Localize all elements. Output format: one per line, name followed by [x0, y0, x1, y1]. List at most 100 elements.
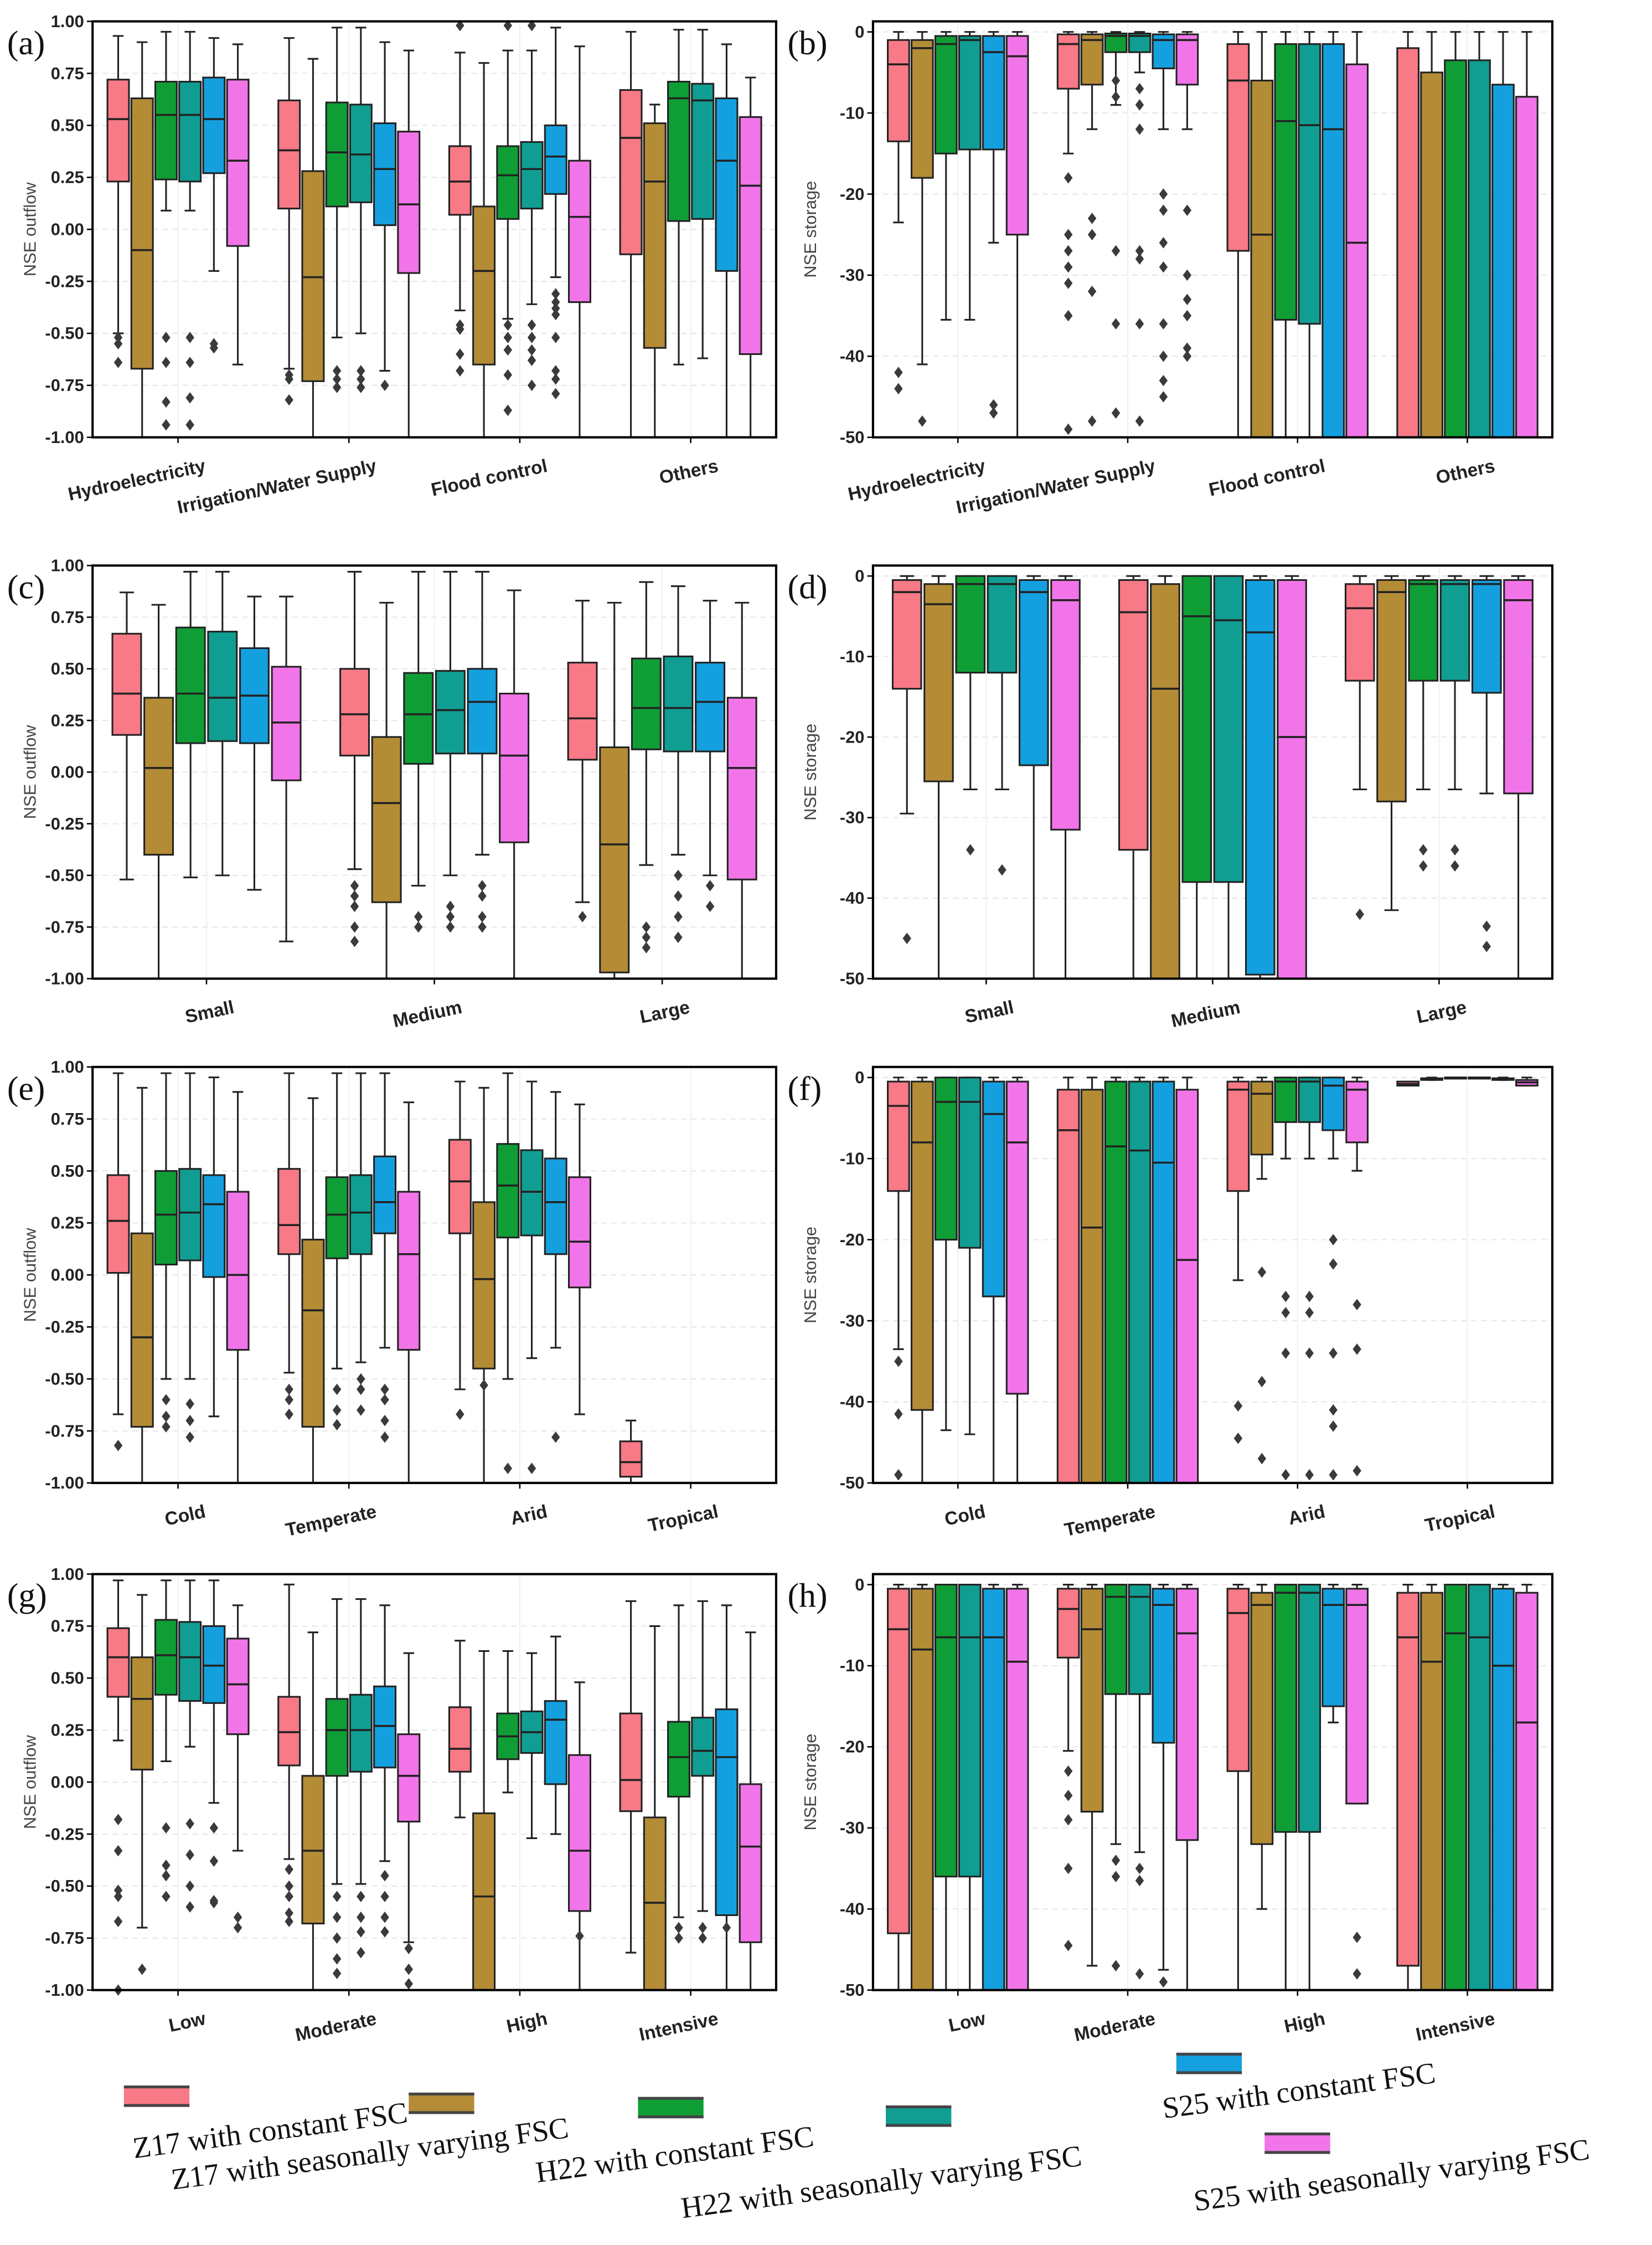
box-0: [1396, 31, 1420, 439]
box-iqr: [325, 1698, 349, 1777]
y-tick-label: 0.50: [51, 659, 84, 678]
box-iqr: [955, 575, 986, 674]
outlier-marker: [1329, 1347, 1338, 1359]
outlier-marker: [551, 1431, 560, 1443]
outlier-marker: [1159, 318, 1168, 330]
box-5: [567, 1681, 591, 1991]
box-iqr: [1515, 96, 1539, 439]
box-5: [1175, 31, 1199, 130]
outlier-marker: [894, 367, 903, 378]
box-1: [910, 1077, 934, 1484]
box-iqr: [958, 1583, 982, 1878]
outlier-marker: [380, 1431, 389, 1443]
box-2: [496, 1650, 520, 1794]
box-iqr: [1298, 43, 1321, 325]
outlier-marker: [185, 1398, 194, 1410]
box-5: [1515, 1583, 1539, 1991]
outlier-marker: [185, 1414, 194, 1427]
box-iqr: [325, 101, 349, 208]
box-iqr: [1226, 1080, 1250, 1192]
box-iqr: [178, 1621, 202, 1702]
outlier-marker: [1329, 1404, 1338, 1416]
box-iqr: [934, 35, 958, 155]
box-iqr: [202, 76, 226, 174]
outlier-marker: [162, 357, 171, 368]
outlier-marker: [551, 308, 560, 321]
outlier-marker: [332, 1953, 342, 1965]
box-1: [1376, 575, 1407, 912]
box-iqr: [987, 575, 1018, 674]
outlier-marker: [1159, 188, 1168, 200]
box-iqr: [130, 1656, 154, 1771]
box-iqr: [934, 1583, 958, 1878]
outlier-marker: [233, 1922, 242, 1934]
panel-d: 0 -10 -20 -30 -40 -50 Small Medium Large NSE stor…: [788, 564, 1553, 1032]
box-iqr: [1274, 1583, 1298, 1833]
box-4: [1152, 1583, 1175, 1971]
box-iqr: [1128, 1583, 1152, 1695]
y-tick-label: 1.00: [51, 1057, 84, 1077]
box-iqr: [349, 104, 373, 203]
y-tick-label: -10: [840, 1149, 865, 1168]
outlier-marker: [1135, 1968, 1144, 1980]
x-tick-label: Intensive: [1414, 2009, 1496, 2045]
outlier-marker: [1257, 1376, 1267, 1388]
box-iqr: [1080, 1588, 1104, 1813]
box-iqr: [544, 124, 567, 195]
box-4: [1018, 575, 1049, 980]
outlier-marker: [503, 1463, 513, 1474]
box-iqr: [1150, 583, 1180, 980]
box-iqr: [1298, 1583, 1321, 1833]
box-0: [448, 1640, 472, 1819]
box-1: [643, 1625, 667, 1991]
panel-label: (f): [788, 1070, 822, 1108]
box-iqr: [1444, 1583, 1467, 1991]
box-iqr: [403, 672, 434, 765]
box-5: [1277, 575, 1307, 980]
x-tick-label: Cold: [943, 1501, 987, 1530]
y-axis-label: NSE outflow: [20, 1228, 39, 1322]
outlier-marker: [332, 382, 342, 393]
outlier-marker: [357, 1947, 365, 1959]
box-4: [982, 31, 1005, 244]
outlier-marker: [674, 1932, 683, 1944]
box-iqr: [1226, 1588, 1250, 1772]
box-iqr: [178, 1168, 202, 1261]
outlier-marker: [1352, 1299, 1361, 1311]
y-tick-label: -1.00: [45, 969, 84, 988]
box-iqr: [1056, 1588, 1080, 1659]
outlier-marker: [456, 365, 464, 377]
box-0: [1226, 31, 1250, 439]
outlier-marker: [357, 1926, 365, 1938]
outlier-marker: [1329, 1469, 1338, 1481]
box-2: [934, 1077, 958, 1432]
outlier-marker: [350, 900, 359, 912]
outlier-marker: [1183, 269, 1192, 281]
box-iqr: [1420, 71, 1443, 439]
box-iqr: [111, 632, 142, 736]
box-iqr: [106, 79, 130, 183]
outlier-marker: [357, 1911, 365, 1923]
box-iqr: [958, 35, 982, 151]
box-iqr: [1396, 1592, 1420, 1967]
box-iqr: [1128, 1080, 1152, 1484]
y-tick-label: -10: [840, 1656, 865, 1675]
outlier-marker: [527, 354, 536, 367]
box-iqr: [154, 1170, 178, 1266]
outlier-marker: [446, 911, 455, 923]
box-iqr: [726, 697, 757, 881]
outlier-marker: [1329, 1234, 1338, 1245]
box-iqr: [397, 1733, 421, 1822]
box-iqr: [982, 35, 1005, 151]
panel-label: (a): [7, 24, 45, 62]
panel-label: (d): [788, 568, 828, 606]
x-tick-label: Intensive: [637, 2009, 720, 2045]
box-2: [496, 1072, 520, 1380]
box-0: [1344, 575, 1375, 791]
outlier-marker: [1135, 123, 1144, 135]
box-iqr: [154, 1619, 178, 1696]
x-tick-label: Temperate: [1062, 1501, 1157, 1541]
panel-g: 1.00 0.75 0.50 0.25 0.00 -0.25 -0.50 -0.75 -1.00…: [7, 1564, 778, 2046]
legend-swatch: [886, 2105, 952, 2127]
box-1: [1250, 1583, 1274, 1910]
